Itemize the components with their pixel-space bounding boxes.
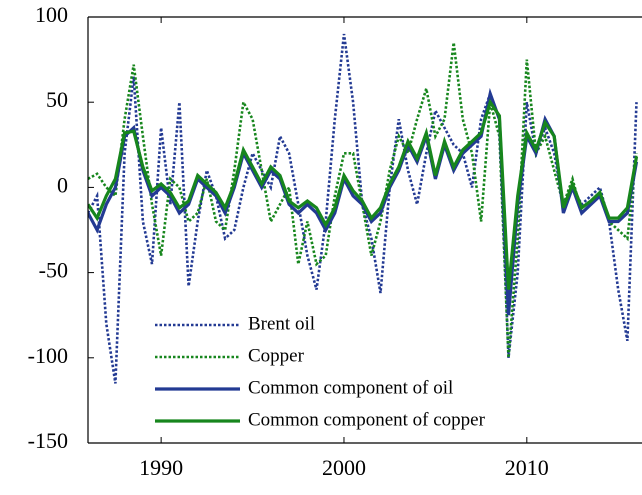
x-tick-label: 2010: [505, 455, 549, 480]
legend-label: Brent oil: [248, 313, 315, 334]
legend-label: Copper: [248, 345, 305, 366]
y-tick-label: -100: [28, 343, 68, 368]
legend-label: Common component of oil: [248, 377, 453, 398]
plot-lines: [88, 33, 639, 384]
legend-label: Common component of copper: [248, 409, 486, 430]
legend: Brent oil Copper Common component of oil Co…: [155, 313, 486, 430]
series-line: [88, 87, 639, 316]
series-line: [88, 98, 639, 290]
y-tick-label: 50: [46, 87, 68, 112]
y-tick-label: -150: [28, 428, 68, 453]
x-tick-label: 2000: [322, 455, 366, 480]
y-tick-label: 100: [35, 2, 68, 27]
x-tick-label: 1990: [139, 455, 183, 480]
y-tick-label: 0: [57, 172, 68, 197]
y-tick-label: -50: [39, 258, 68, 283]
